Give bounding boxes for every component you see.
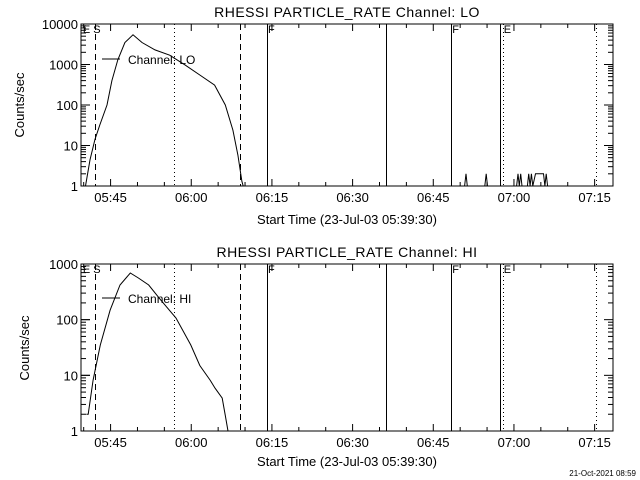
- hi-x-tick-label: 07:00: [498, 435, 531, 450]
- generation-timestamp: 21-Oct-2021 08:59: [569, 469, 636, 478]
- lo-x-tick-label: 06:00: [175, 190, 208, 205]
- hi-x-tick-label: 05:45: [94, 435, 127, 450]
- hi-channel-panel: RHESSI PARTICLE_RATE Channel: HI Start T…: [17, 244, 614, 469]
- lo-y-tick-label: 1000: [49, 58, 78, 73]
- hi-flag-label: E S: [83, 264, 101, 276]
- hi-x-tick-label: 06:30: [336, 435, 369, 450]
- hi-y-tick-label: 1000: [49, 257, 78, 272]
- lo-flag-label: E: [504, 24, 511, 36]
- lo-y-tick-label: 1: [71, 179, 78, 194]
- lo-series-line-0: [85, 34, 244, 187]
- lo-x-tick-label: 07:00: [498, 190, 531, 205]
- lo-y-axis-label: Counts/sec: [12, 72, 27, 138]
- hi-flag-label: E: [504, 264, 511, 276]
- lo-x-tick-label: 07:15: [578, 190, 611, 205]
- lo-x-tick-label: 06:30: [336, 190, 369, 205]
- lo-flag-label: F: [452, 24, 459, 36]
- hi-y-tick-label: 100: [56, 313, 78, 328]
- lo-x-tick-label: 05:45: [94, 190, 127, 205]
- lo-y-tick-label: 10000: [42, 17, 78, 32]
- hi-x-axis-label: Start Time (23-Jul-03 05:39:30): [257, 454, 437, 469]
- lo-flag-label: F: [268, 24, 275, 36]
- lo-y-tick-label: 100: [56, 98, 78, 113]
- lo-legend-label: Channel: LO: [128, 53, 195, 67]
- lo-series-line-1: [464, 173, 549, 187]
- lo-channel-panel: RHESSI PARTICLE_RATE Channel: LO Start T…: [12, 4, 614, 227]
- lo-chart-title: RHESSI PARTICLE_RATE Channel: LO: [214, 4, 480, 20]
- hi-chart-title: RHESSI PARTICLE_RATE Channel: HI: [216, 244, 477, 260]
- hi-x-tick-label: 06:15: [256, 435, 289, 450]
- hi-series-line-0: [86, 272, 229, 432]
- lo-flag-label: E S: [83, 24, 101, 36]
- hi-y-tick-label: 1: [71, 424, 78, 439]
- hi-x-tick-label: 06:45: [417, 435, 450, 450]
- hi-flag-label: F: [452, 264, 459, 276]
- hi-x-tick-label: 06:00: [175, 435, 208, 450]
- hi-plot-frame: [80, 263, 614, 432]
- lo-y-tick-label: 10: [64, 139, 78, 154]
- lo-x-tick-label: 06:45: [417, 190, 450, 205]
- hi-flag-label: F: [268, 264, 275, 276]
- lo-x-tick-label: 06:15: [256, 190, 289, 205]
- hi-y-tick-label: 10: [64, 368, 78, 383]
- lo-plot-frame: [80, 23, 614, 187]
- hi-y-axis-label: Counts/sec: [17, 315, 32, 381]
- lo-x-axis-label: Start Time (23-Jul-03 05:39:30): [257, 212, 437, 227]
- hi-x-tick-label: 07:15: [578, 435, 611, 450]
